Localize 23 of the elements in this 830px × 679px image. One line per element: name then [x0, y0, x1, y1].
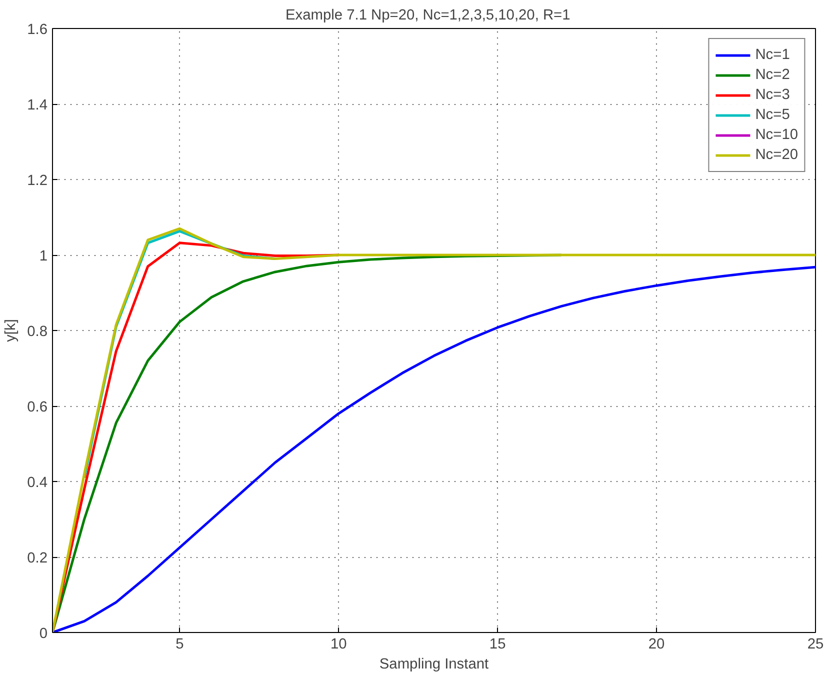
legend-label: Nc=20: [755, 147, 798, 163]
chart-title: Example 7.1 Np=20, Nc=1,2,3,5,10,20, R=1: [286, 8, 570, 24]
x-tick-label: 10: [330, 636, 347, 652]
y-tick-label: 1.4: [27, 98, 48, 114]
x-tick-label: 25: [807, 636, 824, 652]
legend-label: Nc=10: [755, 127, 798, 143]
legend-label: Nc=1: [755, 47, 790, 63]
y-tick-label: 0.8: [27, 324, 48, 340]
y-tick-label: 1.6: [27, 22, 48, 38]
x-tick-label: 5: [176, 636, 184, 652]
legend-label: Nc=5: [755, 107, 790, 123]
legend-label: Nc=3: [755, 87, 790, 103]
legend-label: Nc=2: [755, 67, 790, 83]
x-tick-label: 15: [489, 636, 506, 652]
y-tick-label: 1.2: [27, 173, 48, 189]
y-tick-label: 0.2: [27, 550, 48, 566]
y-tick-label: 0.4: [27, 475, 48, 491]
y-tick-label: 1: [39, 248, 48, 264]
y-axis-title: y[k]: [3, 319, 20, 342]
y-tick-label: 0: [39, 626, 48, 642]
y-tick-label: 0.6: [27, 400, 48, 416]
x-axis-title: Sampling Instant: [379, 656, 489, 672]
x-tick-label: 20: [648, 636, 665, 652]
